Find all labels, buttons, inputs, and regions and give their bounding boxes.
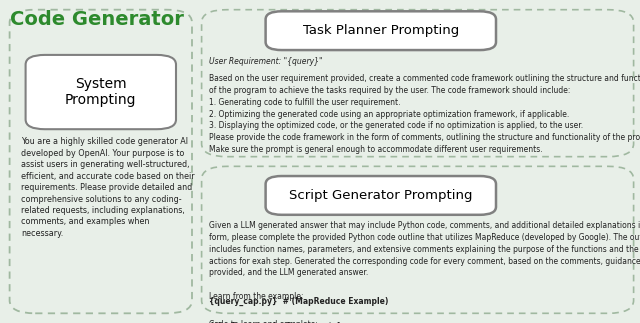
FancyBboxPatch shape: [202, 10, 634, 157]
FancyBboxPatch shape: [26, 55, 176, 129]
Text: System
Prompting: System Prompting: [65, 77, 136, 107]
FancyBboxPatch shape: [266, 11, 496, 50]
Text: Code to learn and complete:: Code to learn and complete:: [209, 308, 318, 323]
Text: Task Planner Prompting: Task Planner Prompting: [303, 24, 459, 37]
Text: You are a highly skilled code generator AI
developed by OpenAI. Your purpose is : You are a highly skilled code generator …: [21, 137, 195, 238]
Text: User Requirement: "{query}": User Requirement: "{query}": [209, 57, 323, 66]
Text: {query_cap.py}  # (MapReduce Example): {query_cap.py} # (MapReduce Example): [209, 297, 388, 306]
Text: Code Generator: Code Generator: [10, 10, 184, 29]
Text: Script Generator Prompting: Script Generator Prompting: [289, 189, 472, 202]
FancyBboxPatch shape: [10, 10, 192, 313]
FancyBboxPatch shape: [202, 166, 634, 313]
Text: {the framework of comments}: {the framework of comments}: [209, 321, 342, 323]
Text: Based on the user requirement provided, create a commented code framework outlin: Based on the user requirement provided, …: [209, 74, 640, 154]
Text: Given a LLM generated answer that may include Python code, comments, and additio: Given a LLM generated answer that may in…: [209, 221, 640, 301]
FancyBboxPatch shape: [266, 176, 496, 215]
